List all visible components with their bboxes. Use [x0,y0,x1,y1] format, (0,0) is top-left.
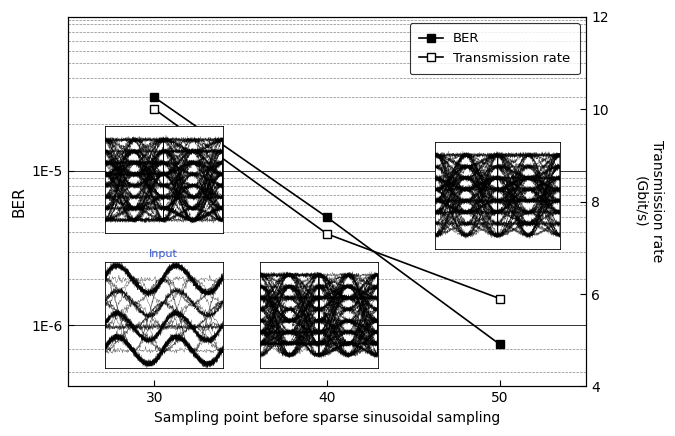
Y-axis label: BER: BER [11,186,26,217]
Transmission rate [495,296,504,301]
Text: Input: Input [149,249,178,259]
Line: BER: BER [150,93,504,348]
BER [151,95,159,100]
BER [495,342,504,347]
Y-axis label: Transmission rate
(Gbit/s): Transmission rate (Gbit/s) [634,140,664,262]
Legend: BER, Transmission rate: BER, Transmission rate [410,23,580,74]
Transmission rate [151,106,159,112]
Line: Transmission rate: Transmission rate [150,105,504,303]
BER [323,215,331,220]
X-axis label: Sampling point before sparse sinusoidal sampling: Sampling point before sparse sinusoidal … [154,411,500,425]
Transmission rate [323,231,331,236]
